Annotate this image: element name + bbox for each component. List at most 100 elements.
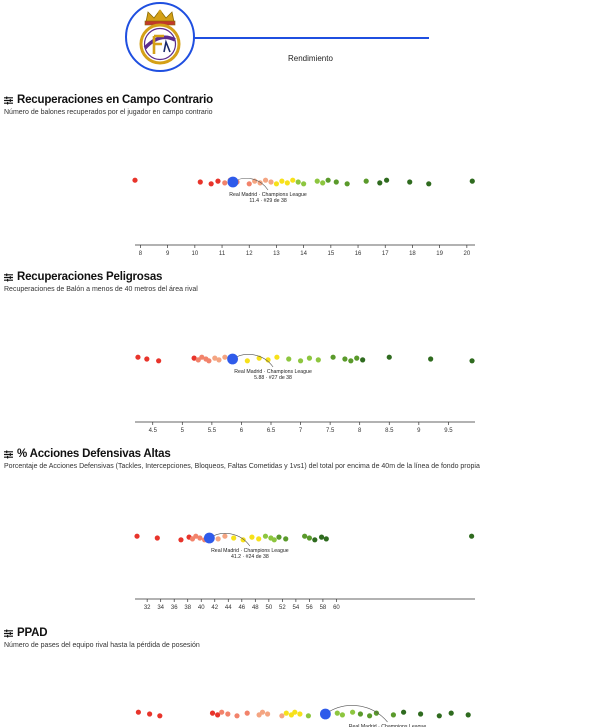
x-tick-label: 7 (299, 428, 303, 434)
data-point (215, 536, 221, 542)
highlight-label-team: Real Madrid · Champions League (349, 724, 427, 727)
x-tick-label: 58 (320, 605, 327, 611)
x-tick-label: 15 (327, 251, 334, 257)
data-point (306, 535, 312, 541)
x-tick-label: 52 (279, 605, 286, 611)
beeswarm-chart-2: 4.5 5 5.5 6 6.5 7 7.5 8 8.5 9 9.5 Real Madrid · Cha… (135, 353, 475, 434)
beeswarm-chart-1: 8 9 10 11 12 13 14 15 16 17 18 19 20 Real Madrid · Ch… (132, 176, 475, 257)
data-point (373, 710, 379, 716)
header: Rendimiento (0, 0, 595, 90)
x-tick-label: 20 (463, 251, 470, 257)
x-tick-label: 54 (293, 605, 300, 611)
data-point (265, 711, 271, 717)
x-tick-label: 11 (219, 251, 226, 257)
sliders-icon (4, 272, 13, 282)
x-tick-label: 8 (358, 428, 362, 434)
x-tick-label: 16 (355, 251, 362, 257)
x-tick-label: 42 (211, 605, 218, 611)
data-point (271, 537, 277, 543)
x-tick-label: 9.5 (444, 428, 453, 434)
section-title: Recuperaciones en Campo Contrario (4, 94, 213, 106)
data-point (350, 709, 356, 715)
data-point (249, 534, 255, 540)
data-point (325, 177, 331, 183)
x-tick-label: 32 (144, 605, 151, 611)
data-point (290, 177, 296, 183)
data-point (246, 181, 252, 187)
x-tick-label: 12 (246, 251, 253, 257)
data-point (147, 711, 153, 717)
highlight-label-value: 11.4 · #29 de 38 (249, 198, 287, 204)
data-point (360, 357, 366, 363)
data-point (339, 712, 345, 718)
data-point (323, 536, 329, 542)
data-point (222, 180, 228, 186)
x-tick-label: 5 (181, 428, 185, 434)
data-point (315, 357, 321, 363)
data-point (197, 179, 203, 185)
team-crest (125, 2, 195, 72)
data-point (135, 709, 141, 715)
data-point (256, 536, 262, 542)
data-point (407, 179, 413, 185)
section-title: % Acciones Defensivas Altas (4, 448, 171, 460)
x-tick-label: 13 (273, 251, 280, 257)
data-point (216, 357, 222, 363)
section-subtitle: Número de balones recuperados por el jug… (4, 109, 213, 116)
data-point (469, 533, 475, 539)
data-point (283, 536, 289, 542)
sliders-icon (4, 449, 13, 459)
data-point (195, 357, 201, 363)
data-point (469, 358, 475, 364)
highlight-label-value: 5.88 · #27 de 38 (254, 375, 292, 381)
data-point (390, 712, 396, 718)
header-label: Rendimiento (288, 54, 333, 63)
data-point (134, 533, 140, 539)
data-point (318, 534, 325, 540)
highlight-point (203, 532, 215, 544)
data-point (305, 713, 311, 719)
data-point (312, 537, 318, 543)
data-point (222, 533, 228, 539)
data-point (199, 354, 205, 360)
data-point (274, 354, 280, 360)
data-point (262, 177, 269, 183)
data-point (244, 710, 250, 716)
data-point (279, 178, 285, 184)
data-point (191, 355, 197, 361)
x-tick-label: 14 (300, 251, 307, 257)
highlight-point (227, 176, 239, 188)
data-point (225, 711, 231, 717)
data-point (132, 177, 138, 183)
data-point (215, 712, 221, 718)
highlight-arc (232, 354, 274, 368)
data-point (330, 354, 336, 360)
data-point (231, 535, 237, 541)
sliders-icon (4, 95, 13, 105)
beeswarm-chart-4: Real Madrid · Champions League15.1 · #18… (135, 705, 471, 727)
data-point (209, 710, 216, 716)
data-point (157, 713, 163, 719)
x-tick-label: 5.5 (208, 428, 217, 434)
x-tick-label: 46 (238, 605, 245, 611)
data-point (208, 181, 214, 187)
data-point (386, 354, 392, 360)
data-point (348, 358, 354, 364)
data-point (268, 179, 274, 185)
x-tick-label: 48 (252, 605, 259, 611)
data-point (197, 535, 203, 541)
section-subtitle: Número de pases del equipo rival hasta l… (4, 642, 200, 649)
x-tick-label: 4.5 (149, 428, 158, 434)
section-subtitle: Porcentaje de Acciones Defensivas (Tackl… (4, 463, 480, 470)
x-tick-label: 17 (382, 251, 389, 257)
data-point (222, 354, 228, 360)
section-title-text: % Acciones Defensivas Altas (17, 448, 171, 460)
x-tick-label: 10 (191, 251, 198, 257)
x-tick-label: 8.5 (385, 428, 394, 434)
x-tick-label: 56 (306, 605, 313, 611)
data-point (215, 178, 221, 184)
data-point (401, 709, 407, 715)
section-subtitle: Recuperaciones de Balón a menos de 40 me… (4, 286, 198, 293)
x-tick-label: 60 (333, 605, 340, 611)
section-title: Recuperaciones Peligrosas (4, 271, 162, 283)
